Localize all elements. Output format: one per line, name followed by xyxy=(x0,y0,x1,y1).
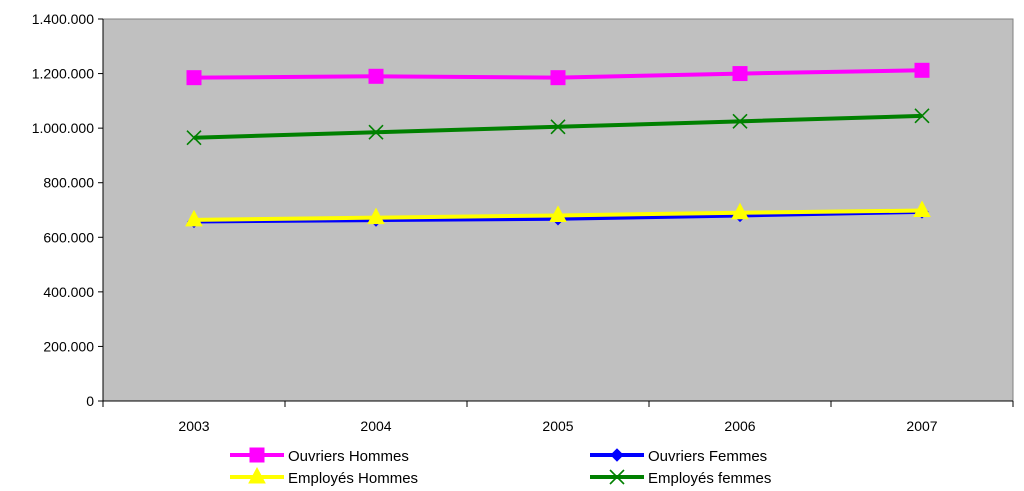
y-tick-label: 0 xyxy=(86,393,94,409)
data-point-employ-s-hommes xyxy=(913,200,931,218)
marker-x-stroke xyxy=(609,469,625,485)
legend-label: Employés Hommes xyxy=(288,470,418,486)
y-tick-label: 400.000 xyxy=(43,284,94,300)
marker-x-stroke xyxy=(186,130,202,146)
legend-item-ouvriers-femmes: Ouvriers Femmes xyxy=(590,448,767,465)
y-tick-label: 1.200.000 xyxy=(32,66,94,82)
y-tick-label: 800.000 xyxy=(43,175,94,191)
legend-marker xyxy=(249,447,265,463)
data-point-employ-s-femmes xyxy=(368,124,384,140)
data-point-employ-s-femmes xyxy=(186,130,202,146)
series-ouvriers-hommes xyxy=(186,62,930,86)
marker-x-stroke xyxy=(914,108,930,124)
legend-item-employ-s-hommes: Employés Hommes xyxy=(230,466,418,487)
legend-marker xyxy=(609,469,625,485)
x-tick-label: 2004 xyxy=(360,418,391,434)
series-employ-s-femmes xyxy=(186,108,930,146)
legend-marker xyxy=(610,448,624,462)
data-point-employ-s-femmes xyxy=(550,119,566,135)
y-tick-label: 1.400.000 xyxy=(32,11,94,27)
data-point-employ-s-femmes xyxy=(914,108,930,124)
legend-label: Ouvriers Femmes xyxy=(648,448,767,465)
legend: Ouvriers Hommes Ouvriers Femmes Employés H… xyxy=(230,447,771,487)
x-tick-label: 2003 xyxy=(178,418,209,434)
y-tick-label: 600.000 xyxy=(43,229,94,245)
data-point-employ-s-femmes xyxy=(732,113,748,129)
legend-marker xyxy=(248,466,266,484)
marker-x-stroke xyxy=(732,113,748,129)
data-point-employ-s-hommes xyxy=(185,209,203,227)
marker-x-stroke xyxy=(550,119,566,135)
series-employ-s-hommes xyxy=(185,200,931,227)
data-point-employ-s-hommes xyxy=(731,202,749,220)
x-tick-label: 2005 xyxy=(542,418,573,434)
data-point-ouvriers-hommes xyxy=(186,70,202,86)
y-tick-label: 1.000.000 xyxy=(32,120,94,136)
y-tick-label: 200.000 xyxy=(43,338,94,354)
legend-item-ouvriers-hommes: Ouvriers Hommes xyxy=(230,447,409,465)
series-layer xyxy=(185,62,931,229)
x-tick-label: 2006 xyxy=(724,418,755,434)
data-point-ouvriers-hommes xyxy=(732,66,748,82)
data-point-ouvriers-hommes xyxy=(368,68,384,84)
legend-label: Employés femmes xyxy=(648,470,771,486)
data-point-ouvriers-hommes xyxy=(550,70,566,86)
marker-x-stroke xyxy=(368,124,384,140)
data-point-ouvriers-hommes xyxy=(914,62,930,78)
legend-item-employ-s-femmes: Employés femmes xyxy=(590,469,771,487)
data-point-employ-s-hommes xyxy=(367,207,385,225)
data-point-employ-s-hommes xyxy=(549,205,567,222)
axes: 0 200.000 400.000 600.000 800.000 1.000.000 1.… xyxy=(32,11,1014,434)
legend-label: Ouvriers Hommes xyxy=(288,448,409,465)
x-tick-label: 2007 xyxy=(906,418,937,434)
